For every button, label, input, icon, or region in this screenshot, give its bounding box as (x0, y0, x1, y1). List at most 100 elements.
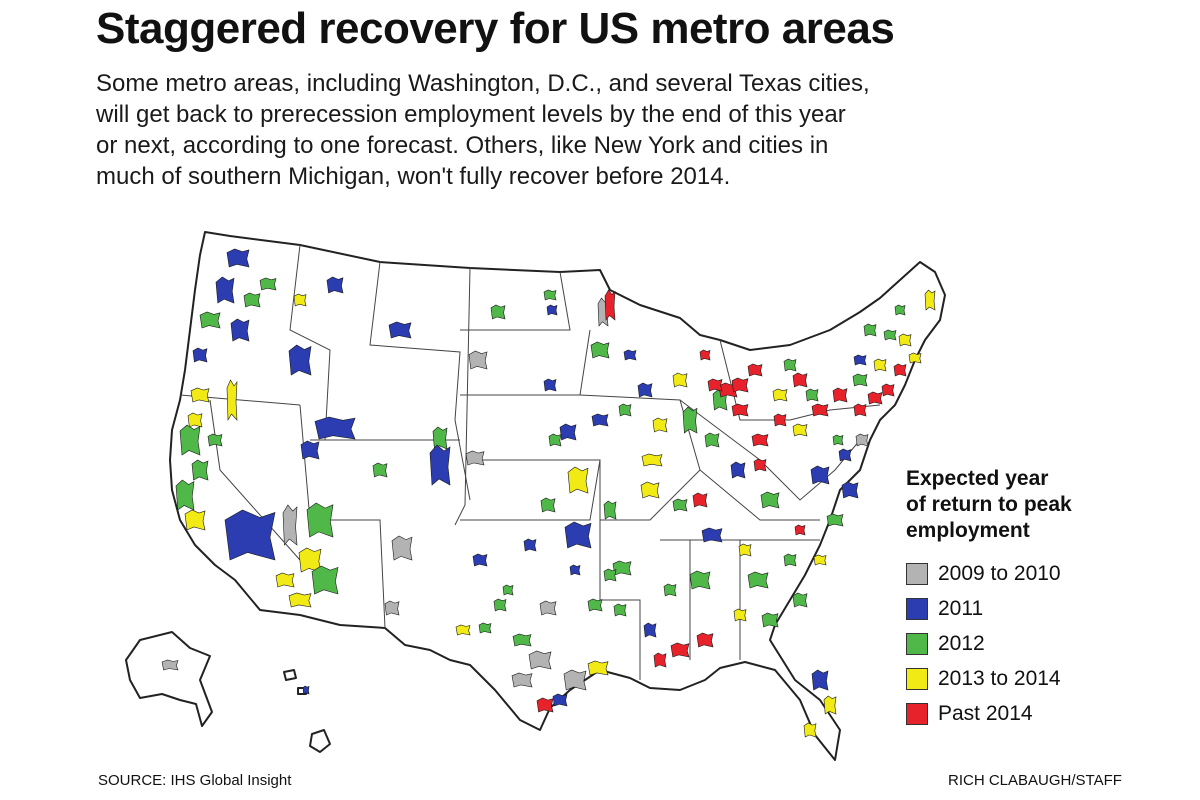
metro-area (747, 571, 769, 589)
metro-area (682, 406, 698, 434)
legend-title-line: of return to peak (906, 493, 1072, 516)
metro-area (502, 584, 514, 596)
legend-label: 2013 to 2014 (938, 666, 1061, 690)
metro-area (175, 479, 195, 511)
metro-area (826, 513, 844, 527)
metro-area (243, 292, 261, 308)
metro-area (643, 622, 657, 638)
metro-area (637, 382, 653, 398)
metro-area (689, 570, 711, 590)
metro-area (853, 354, 867, 366)
metro-area (738, 543, 752, 557)
metro-area (883, 329, 897, 341)
metro-area (224, 509, 276, 561)
metro-area (511, 672, 533, 688)
metro-area (603, 568, 617, 582)
metro-area (468, 350, 488, 370)
metro-area (810, 465, 830, 485)
metro-area (873, 358, 887, 372)
legend-swatch (906, 667, 928, 690)
metro-area (523, 538, 537, 552)
metro-area (587, 660, 609, 676)
metro-area (314, 416, 356, 440)
metro-area (747, 363, 763, 377)
metro-area (832, 434, 844, 446)
metro-area (792, 372, 808, 388)
metro-area (226, 379, 238, 422)
metro-area (432, 426, 448, 450)
land-outline (125, 231, 946, 761)
legend-swatch (906, 597, 928, 620)
metro-area (838, 448, 852, 462)
metro-area (564, 521, 592, 549)
metro-area (311, 565, 339, 595)
metro-area (653, 652, 667, 668)
legend-item: 2013 to 2014 (906, 661, 1072, 696)
metro-area (841, 481, 859, 499)
state-border (460, 271, 571, 331)
metro-area (388, 321, 412, 339)
legend: Expected year of return to peak employme… (906, 466, 1072, 731)
metro-area (863, 323, 877, 337)
state-border (454, 267, 471, 526)
metro-area (730, 461, 746, 479)
state-border (369, 261, 471, 501)
metro-area (259, 277, 277, 291)
state-border (679, 399, 861, 501)
metro-area (184, 509, 206, 531)
metro-area (490, 304, 506, 320)
metro-area (618, 403, 632, 417)
metro-area (275, 572, 295, 588)
metro-area (773, 413, 787, 427)
legend-items: 2009 to 2010 2011 2012 2013 to 2014 Past 201… (906, 556, 1072, 731)
metro-area (230, 318, 250, 342)
metro-areas (161, 248, 936, 738)
legend-title: Expected year of return to peak employme… (906, 466, 1072, 544)
metro-area (161, 659, 179, 671)
metro-area (772, 388, 788, 402)
metro-area (548, 433, 562, 447)
metro-area (823, 695, 837, 715)
metro-area (455, 624, 471, 636)
metro-area (543, 289, 557, 301)
hawaii-big-island (309, 729, 331, 753)
subtitle-line: Some metro areas, including Washington, … (96, 70, 870, 97)
legend-item: 2012 (906, 626, 1072, 661)
legend-swatch (906, 702, 928, 725)
legend-title-line: Expected year (906, 467, 1049, 490)
metro-area (326, 276, 344, 294)
legend-label: 2011 (938, 596, 984, 620)
metro-area (733, 608, 747, 622)
metro-area (881, 383, 895, 397)
metro-area (372, 462, 388, 478)
metro-area (192, 347, 208, 363)
state-border (599, 460, 641, 680)
metro-area (613, 603, 627, 617)
metro-area (546, 304, 558, 316)
subtitle-line: will get back to prerecession employment… (96, 101, 846, 128)
legend-item: 2009 to 2010 (906, 556, 1072, 591)
metro-area (707, 378, 723, 392)
metro-area (559, 423, 577, 441)
metro-area (893, 363, 907, 377)
metro-area (472, 553, 488, 567)
metro-area (493, 598, 507, 612)
metro-area (207, 433, 223, 447)
metro-area (478, 622, 492, 634)
metro-area (288, 592, 312, 608)
metro-area (701, 527, 723, 543)
metro-area (552, 693, 568, 707)
metro-area (215, 276, 235, 304)
metro-area (731, 377, 749, 393)
metro-area (302, 685, 310, 695)
metro-area (282, 504, 298, 546)
metro-area (853, 403, 867, 417)
metro-area (652, 417, 668, 433)
subtitle-line: or next, according to one forecast. Othe… (96, 132, 829, 159)
metro-area (867, 391, 883, 405)
state-border (699, 469, 820, 521)
metro-area (539, 600, 557, 616)
metro-area (692, 492, 708, 508)
metro-area (536, 697, 554, 713)
metro-area (811, 669, 829, 691)
